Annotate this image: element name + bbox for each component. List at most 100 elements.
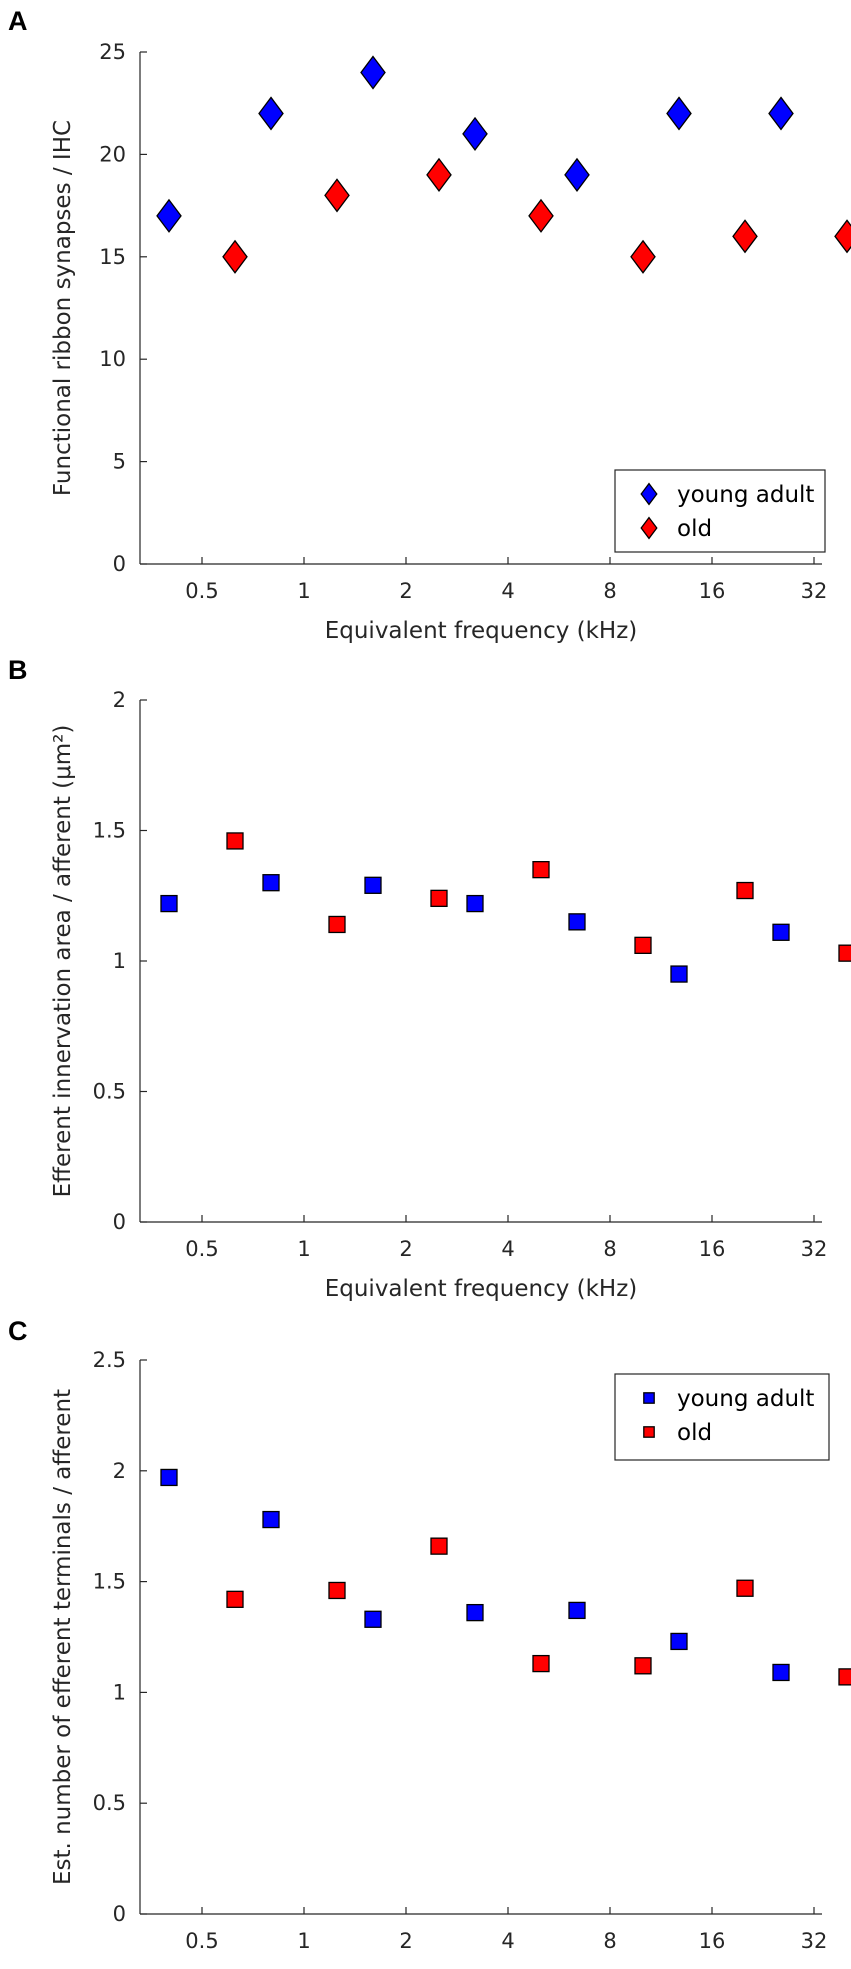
x-tick-label: 4 xyxy=(501,579,514,603)
panel-letter: C xyxy=(8,1316,28,1346)
legend-marker-young-adult xyxy=(640,482,658,506)
data-point-young-adult xyxy=(670,965,688,983)
data-point-old xyxy=(426,157,452,192)
y-tick-label: 25 xyxy=(99,40,126,64)
x-axis-title: Equivalent frequency (kHz) xyxy=(325,1276,638,1302)
x-tick-label: 2 xyxy=(399,1929,412,1953)
x-tick-label: 2 xyxy=(399,1237,412,1261)
data-point-old xyxy=(630,239,656,274)
y-tick-label: 15 xyxy=(99,245,126,269)
x-tick-label: 16 xyxy=(699,579,726,603)
legend-label: young adult xyxy=(677,1386,814,1412)
y-axis-title: Efferent innervation area / afferent (μm… xyxy=(50,725,76,1198)
x-tick-label: 1 xyxy=(297,1237,310,1261)
data-point-old xyxy=(838,1668,851,1686)
y-tick-label: 2.5 xyxy=(93,1348,126,1372)
y-tick-label: 20 xyxy=(99,142,126,166)
y-tick-label: 0.5 xyxy=(93,1080,126,1104)
y-tick-label: 2 xyxy=(113,688,126,712)
data-point-young-adult xyxy=(772,1663,790,1682)
data-point-old xyxy=(736,1579,754,1597)
panel-letter: B xyxy=(8,655,28,685)
panel-letter: A xyxy=(8,6,28,36)
data-point-young-adult xyxy=(466,1603,484,1622)
data-point-young-adult xyxy=(462,116,488,152)
data-point-young-adult xyxy=(364,1610,382,1628)
data-point-old xyxy=(226,832,244,850)
y-axis-title: Est. number of efferent terminals / affe… xyxy=(50,1389,76,1885)
legend-label: old xyxy=(677,516,712,542)
data-point-young-adult xyxy=(160,894,178,913)
data-point-young-adult xyxy=(364,876,382,894)
data-point-old xyxy=(324,178,350,213)
x-tick-label: 8 xyxy=(603,1237,616,1261)
legend-box xyxy=(614,469,826,553)
x-tick-label: 0.5 xyxy=(185,1929,218,1953)
x-tick-label: 1 xyxy=(297,1929,310,1953)
data-point-old xyxy=(532,861,550,879)
y-tick-label: 5 xyxy=(113,450,126,474)
y-tick-label: 2 xyxy=(113,1459,126,1483)
data-point-old xyxy=(328,1581,346,1600)
data-point-old xyxy=(732,219,758,254)
data-point-old xyxy=(226,1590,244,1608)
data-point-old xyxy=(634,1657,652,1675)
data-point-young-adult xyxy=(772,923,790,941)
data-point-young-adult xyxy=(670,1632,688,1651)
data-point-young-adult xyxy=(262,874,280,892)
data-point-young-adult xyxy=(258,96,284,131)
x-tick-label: 16 xyxy=(699,1237,726,1261)
data-point-old xyxy=(838,944,851,962)
y-tick-label: 1 xyxy=(113,949,126,973)
y-tick-label: 1.5 xyxy=(93,819,126,843)
data-point-old xyxy=(634,936,652,954)
data-point-old xyxy=(736,881,754,900)
data-point-young-adult xyxy=(360,55,386,90)
y-tick-label: 1.5 xyxy=(93,1570,126,1594)
data-point-old xyxy=(222,239,248,274)
data-point-young-adult xyxy=(568,1601,586,1620)
x-tick-label: 8 xyxy=(603,1929,616,1953)
y-tick-label: 10 xyxy=(99,347,126,371)
data-point-young-adult xyxy=(156,198,182,233)
x-tick-label: 32 xyxy=(801,1929,828,1953)
x-tick-label: 4 xyxy=(501,1929,514,1953)
x-tick-label: 32 xyxy=(801,579,828,603)
x-tick-label: 0.5 xyxy=(185,1237,218,1261)
data-point-old xyxy=(430,1537,448,1555)
panel-a: A 0 5 10 15 20 25 0.5 1 2 4 8 16 32 Equivalent frequen… xyxy=(8,6,851,644)
legend-marker-young-adult xyxy=(643,1392,655,1404)
data-point-young-adult xyxy=(564,157,590,192)
data-point-old xyxy=(532,1654,550,1673)
y-tick-label: 0 xyxy=(113,552,126,576)
x-tick-label: 32 xyxy=(801,1237,828,1261)
y-axis-title: Functional ribbon synapses / IHC xyxy=(50,120,76,496)
y-tick-label: 0.5 xyxy=(93,1791,126,1815)
legend-marker-old xyxy=(640,516,658,540)
y-tick-label: 0 xyxy=(113,1902,126,1926)
x-tick-label: 16 xyxy=(699,1929,726,1953)
x-tick-label: 8 xyxy=(603,579,616,603)
data-point-old xyxy=(430,889,448,908)
data-point-old xyxy=(834,219,851,254)
x-tick-label: 2 xyxy=(399,579,412,603)
legend-label: old xyxy=(677,1420,712,1446)
y-tick-label: 0 xyxy=(113,1210,126,1234)
x-tick-label: 1 xyxy=(297,579,310,603)
data-point-young-adult xyxy=(466,894,484,913)
legend-box xyxy=(614,1373,830,1461)
x-tick-label: 0.5 xyxy=(185,579,218,603)
y-tick-label: 1 xyxy=(113,1680,126,1704)
data-point-old xyxy=(328,915,346,934)
legend-label: young adult xyxy=(677,482,814,508)
data-point-young-adult xyxy=(768,96,794,131)
x-axis-title: Equivalent frequency (kHz) xyxy=(325,618,638,644)
data-point-young-adult xyxy=(568,913,586,931)
legend-marker-old xyxy=(643,1426,655,1438)
data-point-old xyxy=(528,198,554,233)
x-tick-label: 4 xyxy=(501,1237,514,1261)
data-point-young-adult xyxy=(160,1468,178,1487)
data-point-young-adult xyxy=(262,1510,280,1529)
